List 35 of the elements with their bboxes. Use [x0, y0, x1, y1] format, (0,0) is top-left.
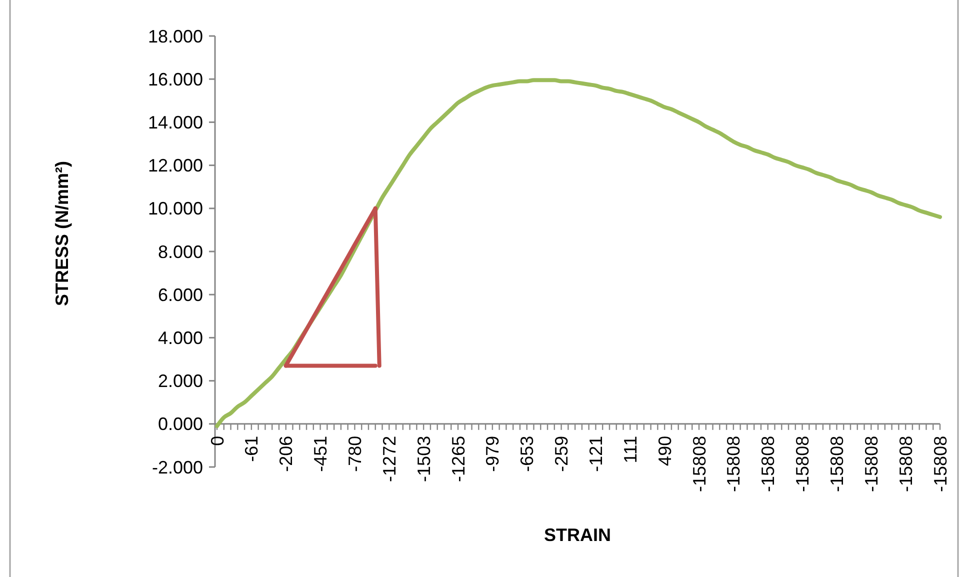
x-tick-label: -15808 — [861, 436, 882, 492]
x-tick-label: -15808 — [930, 436, 950, 492]
y-tick-label: 6.000 — [158, 284, 203, 305]
x-tick-label: -15808 — [792, 436, 813, 492]
x-tick-label: -1265 — [448, 436, 468, 482]
x-tick-label: -206 — [276, 436, 296, 472]
x-tick-label: 111 — [620, 436, 640, 464]
x-tick-label: -1272 — [379, 436, 400, 482]
x-tick-label: -653 — [517, 436, 538, 472]
x-tick-label: -15808 — [758, 436, 778, 492]
y-tick-label: 14.000 — [148, 112, 203, 132]
x-tick-label: -15808 — [689, 436, 710, 492]
x-tick-label: -1503 — [414, 436, 434, 482]
y-tick-label: 12.000 — [148, 156, 203, 176]
y-tick-label: -2.000 — [152, 457, 203, 478]
x-tick-label: -121 — [586, 436, 606, 472]
y-axis-title: STRESS (N/mm²) — [52, 160, 72, 306]
x-tick-label: -780 — [345, 436, 366, 472]
x-tick-label: -15808 — [827, 436, 848, 492]
x-tick-label: -61 — [242, 436, 262, 462]
x-tick-label: 490 — [654, 436, 675, 466]
x-axis-title: STRAIN — [544, 525, 611, 545]
y-tick-label: 0.000 — [158, 414, 203, 434]
x-tick-label: -15808 — [896, 436, 916, 492]
x-tick-label: -15808 — [724, 436, 744, 492]
x-tick-label: -259 — [552, 436, 572, 472]
y-tick-label: 4.000 — [158, 328, 203, 348]
x-tick-label: -979 — [482, 436, 503, 472]
x-tick-label: -451 — [310, 436, 331, 472]
y-tick-label: 18.000 — [148, 26, 203, 46]
y-tick-label: 16.000 — [148, 69, 203, 90]
y-tick-label: 10.000 — [148, 198, 203, 219]
x-tick-label: 0 — [207, 436, 228, 446]
y-tick-label: 8.000 — [158, 242, 203, 262]
y-tick-label: 2.000 — [158, 371, 203, 392]
